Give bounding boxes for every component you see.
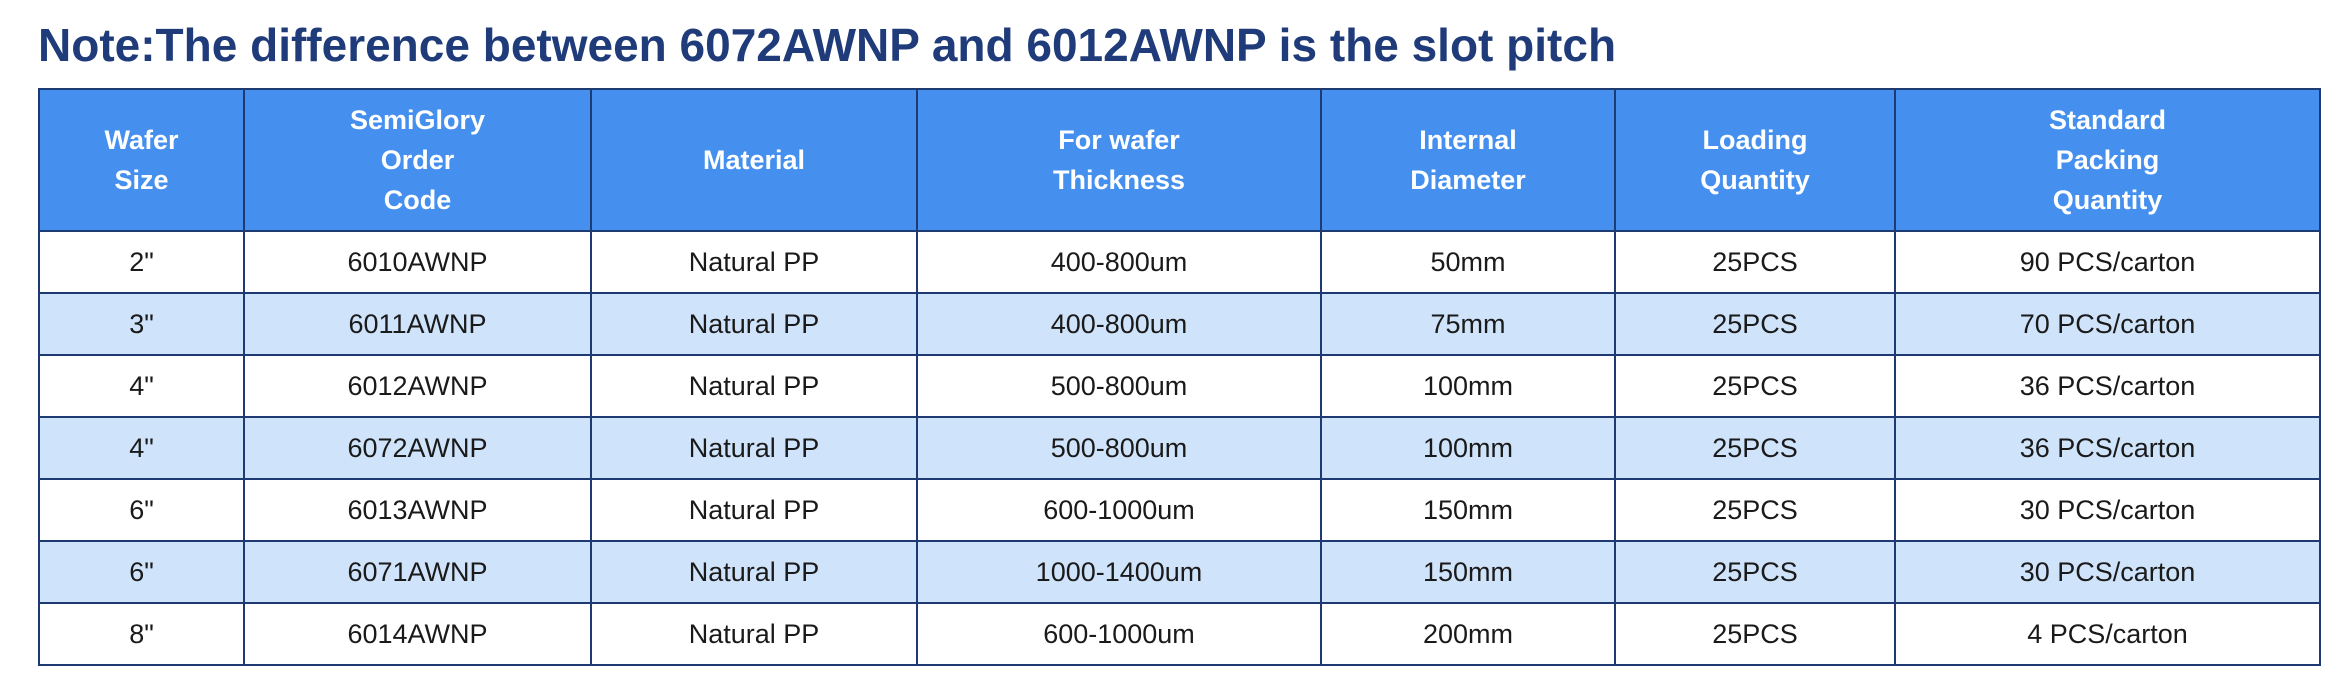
wafer-carrier-spec-table: Wafer Size SemiGlory Order Code Material For w…: [38, 88, 2321, 666]
cell-material: Natural PP: [590, 354, 918, 418]
cell-material: Natural PP: [590, 416, 918, 480]
cell-packing-quantity: 36 PCS/carton: [1894, 354, 2321, 418]
cell-packing-quantity: 70 PCS/carton: [1894, 292, 2321, 356]
cell-wafer-size: 4": [38, 416, 245, 480]
cell-internal-diameter: 150mm: [1320, 478, 1616, 542]
cell-order-code: 6014AWNP: [243, 602, 592, 666]
cell-wafer-thickness: 400-800um: [916, 292, 1322, 356]
table-row: 3" 6011AWNP Natural PP 400-800um 75mm 25PCS 70…: [38, 292, 2321, 356]
cell-wafer-thickness: 400-800um: [916, 230, 1322, 294]
cell-order-code: 6011AWNP: [243, 292, 592, 356]
header-order-code-line: Order: [380, 145, 455, 175]
header-wafer-size-line: Wafer: [104, 125, 179, 155]
cell-wafer-thickness: 500-800um: [916, 416, 1322, 480]
cell-wafer-size: 3": [38, 292, 245, 356]
cell-loading-quantity: 25PCS: [1614, 602, 1896, 666]
table-row: 8" 6014AWNP Natural PP 600-1000um 200mm 25PCS…: [38, 602, 2321, 666]
header-packing-quantity: Standard Packing Quantity: [1894, 88, 2321, 232]
cell-internal-diameter: 150mm: [1320, 540, 1616, 604]
header-material-line: Material: [702, 145, 806, 175]
cell-packing-quantity: 30 PCS/carton: [1894, 478, 2321, 542]
cell-order-code: 6072AWNP: [243, 416, 592, 480]
header-loading-quantity: Loading Quantity: [1614, 88, 1896, 232]
header-wafer-thickness-line: Thickness: [1052, 165, 1186, 195]
cell-order-code: 6012AWNP: [243, 354, 592, 418]
header-wafer-size: Wafer Size: [38, 88, 245, 232]
cell-packing-quantity: 90 PCS/carton: [1894, 230, 2321, 294]
cell-loading-quantity: 25PCS: [1614, 292, 1896, 356]
cell-order-code: 6071AWNP: [243, 540, 592, 604]
header-packing-quantity-line: Quantity: [2052, 185, 2163, 215]
cell-wafer-size: 6": [38, 540, 245, 604]
table-row: 4" 6072AWNP Natural PP 500-800um 100mm 25PCS 3…: [38, 416, 2321, 480]
cell-material: Natural PP: [590, 230, 918, 294]
cell-packing-quantity: 30 PCS/carton: [1894, 540, 2321, 604]
table-row: 2" 6010AWNP Natural PP 400-800um 50mm 25PCS 90…: [38, 230, 2321, 294]
table-header: Wafer Size SemiGlory Order Code Material For w…: [38, 88, 2321, 232]
cell-loading-quantity: 25PCS: [1614, 416, 1896, 480]
cell-internal-diameter: 75mm: [1320, 292, 1616, 356]
header-internal-diameter: Internal Diameter: [1320, 88, 1616, 232]
table-body: 2" 6010AWNP Natural PP 400-800um 50mm 25PCS 90…: [38, 230, 2321, 666]
header-loading-quantity-line: Quantity: [1700, 165, 1810, 195]
header-wafer-thickness: For wafer Thickness: [916, 88, 1322, 232]
cell-wafer-size: 8": [38, 602, 245, 666]
cell-wafer-thickness: 600-1000um: [916, 602, 1322, 666]
cell-material: Natural PP: [590, 292, 918, 356]
table-row: 6" 6071AWNP Natural PP 1000-1400um 150mm 25PC…: [38, 540, 2321, 604]
cell-wafer-size: 2": [38, 230, 245, 294]
header-order-code-line: Code: [383, 185, 452, 215]
header-order-code-line: SemiGlory: [349, 105, 486, 135]
cell-order-code: 6013AWNP: [243, 478, 592, 542]
cell-internal-diameter: 100mm: [1320, 416, 1616, 480]
cell-wafer-thickness: 500-800um: [916, 354, 1322, 418]
cell-loading-quantity: 25PCS: [1614, 540, 1896, 604]
cell-loading-quantity: 25PCS: [1614, 230, 1896, 294]
cell-internal-diameter: 100mm: [1320, 354, 1616, 418]
header-material: Material: [590, 88, 918, 232]
header-order-code: SemiGlory Order Code: [243, 88, 592, 232]
table-row: 4" 6012AWNP Natural PP 500-800um 100mm 25PCS 3…: [38, 354, 2321, 418]
cell-wafer-thickness: 1000-1400um: [916, 540, 1322, 604]
cell-material: Natural PP: [590, 540, 918, 604]
header-packing-quantity-line: Packing: [2055, 145, 2160, 175]
header-loading-quantity-line: Loading: [1702, 125, 1808, 155]
cell-internal-diameter: 50mm: [1320, 230, 1616, 294]
cell-wafer-thickness: 600-1000um: [916, 478, 1322, 542]
cell-material: Natural PP: [590, 602, 918, 666]
cell-loading-quantity: 25PCS: [1614, 354, 1896, 418]
cell-material: Natural PP: [590, 478, 918, 542]
cell-packing-quantity: 36 PCS/carton: [1894, 416, 2321, 480]
header-wafer-thickness-line: For wafer: [1058, 125, 1180, 155]
header-internal-diameter-line: Internal: [1419, 125, 1517, 155]
cell-wafer-size: 4": [38, 354, 245, 418]
note-title: Note:The difference between 6072AWNP and…: [38, 19, 1617, 71]
cell-packing-quantity: 4 PCS/carton: [1894, 602, 2321, 666]
header-packing-quantity-line: Standard: [2048, 105, 2167, 135]
cell-order-code: 6010AWNP: [243, 230, 592, 294]
cell-loading-quantity: 25PCS: [1614, 478, 1896, 542]
header-row: Wafer Size SemiGlory Order Code Material For w…: [38, 88, 2321, 232]
header-wafer-size-line: Size: [114, 165, 169, 195]
cell-internal-diameter: 200mm: [1320, 602, 1616, 666]
header-internal-diameter-line: Diameter: [1410, 165, 1526, 195]
table-row: 6" 6013AWNP Natural PP 600-1000um 150mm 25PCS…: [38, 478, 2321, 542]
cell-wafer-size: 6": [38, 478, 245, 542]
